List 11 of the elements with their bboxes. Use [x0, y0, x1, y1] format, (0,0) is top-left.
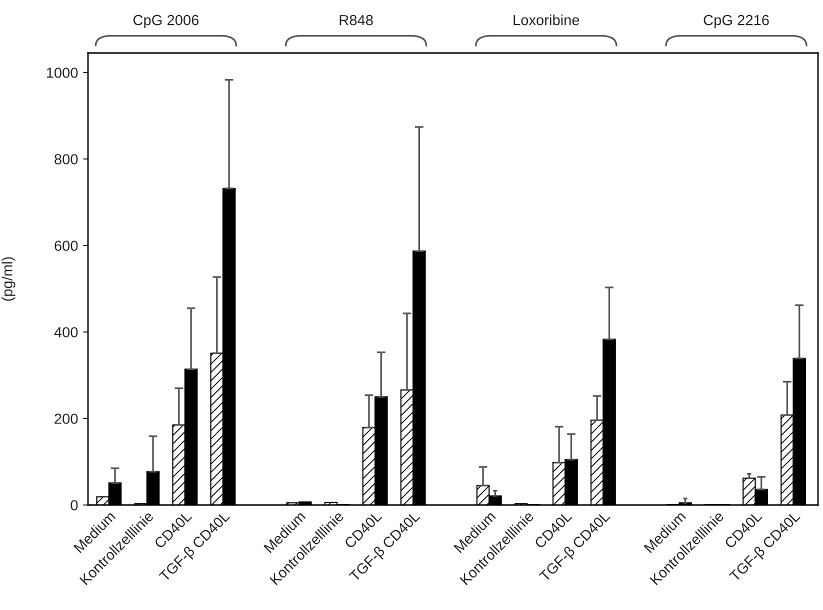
y-tick-label: 1000	[46, 68, 78, 78]
y-tick-label: 400	[54, 327, 78, 338]
y-tick-label: 0	[70, 500, 78, 510]
y-axis-title: (pg/ml)	[2, 257, 16, 301]
text: CpG 2216	[704, 14, 769, 28]
y-tick-label: 800	[54, 154, 78, 164]
y-tick-label: 600	[54, 240, 78, 251]
y-tick-label: 200	[54, 414, 78, 424]
text: Loxoribine	[514, 14, 580, 26]
text: R848	[340, 14, 373, 26]
text: CpG 2006	[133, 14, 199, 28]
